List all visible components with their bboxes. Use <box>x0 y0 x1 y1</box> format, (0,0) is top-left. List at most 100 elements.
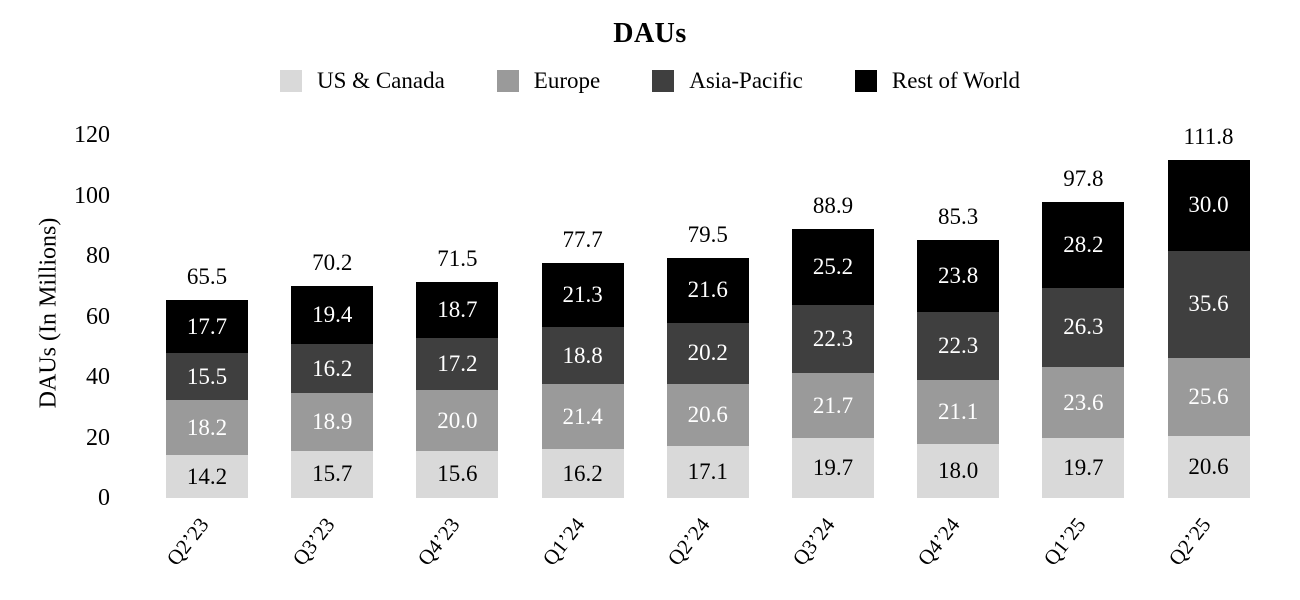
bar-segment-label: 19.7 <box>812 455 854 481</box>
bar-segment-label: 16.2 <box>562 460 603 486</box>
y-tick-label: 60 <box>86 303 110 330</box>
bar-total-label: 85.3 <box>938 203 979 229</box>
bar-segment-label: 19.7 <box>1063 455 1104 481</box>
bar-segment: 15.5 <box>166 353 248 401</box>
bar-segment: 16.2 <box>541 449 624 498</box>
bar-segment: 23.8 <box>917 240 1000 313</box>
bar-segment: 25.2 <box>791 229 874 306</box>
legend-swatch <box>280 70 303 92</box>
bar-stack: 15.6 20.0 17.2 18.7 <box>416 281 499 498</box>
bar-segment: 15.6 <box>416 450 499 498</box>
x-tick-label: Q2’23 <box>161 513 214 571</box>
bar-segment-label: 21.7 <box>812 392 854 418</box>
bar-segment-label: 15.7 <box>312 461 353 487</box>
y-tick-label: 20 <box>86 424 110 451</box>
bar-segment: 15.7 <box>291 450 374 498</box>
legend: US & Canada Europe Asia-Pacific Rest of Wor… <box>0 68 1300 94</box>
bar-total-label: 111.8 <box>1183 123 1234 149</box>
bar-segment-label: 15.5 <box>186 363 228 389</box>
bar-segment: 20.6 <box>666 383 749 447</box>
bar-segment: 21.4 <box>541 384 624 449</box>
bar-segment: 17.2 <box>416 338 499 391</box>
legend-swatch <box>496 70 519 92</box>
bar-segment-label: 17.1 <box>687 459 728 485</box>
bar-segment: 18.0 <box>917 443 1000 498</box>
bar-total-label: 97.8 <box>1063 166 1104 192</box>
bar-segment-label: 18.8 <box>562 342 603 368</box>
x-tick-label: Q1’25 <box>1038 513 1091 571</box>
bar-stack: 17.1 20.6 20.2 21.6 <box>666 257 749 498</box>
bar-segment: 20.0 <box>416 390 499 451</box>
legend-item: Europe <box>496 68 601 94</box>
bar-segment: 21.1 <box>917 379 1000 444</box>
bar-segment-label: 18.0 <box>938 457 979 483</box>
bar-stack: 18.0 21.1 22.3 23.8 <box>917 240 1000 498</box>
bar-segment: 28.2 <box>1042 202 1125 288</box>
bar-segment: 22.3 <box>917 312 1000 380</box>
bar-segment: 21.3 <box>541 262 624 328</box>
legend-item: US & Canada <box>280 68 445 94</box>
bar-stack: 16.2 21.4 18.8 21.3 <box>541 262 624 498</box>
bar-segment-label: 14.2 <box>186 463 228 489</box>
bar-segment-label: 18.2 <box>186 414 228 440</box>
bar-stack: 19.7 21.7 22.3 25.2 <box>791 229 874 498</box>
bar-segment: 19.7 <box>791 438 874 498</box>
y-tick-label: 40 <box>86 364 110 390</box>
bar-segment: 26.3 <box>1042 287 1125 368</box>
legend-label: Asia-Pacific <box>689 68 803 93</box>
x-tick-label: Q4’24 <box>913 513 966 571</box>
bar-segment: 20.6 <box>1167 435 1250 498</box>
bar-segment: 21.6 <box>666 257 749 323</box>
bar-segment: 14.2 <box>166 455 248 498</box>
legend-label: Europe <box>533 68 601 93</box>
bar-segment-label: 18.7 <box>437 297 478 323</box>
bar-stack: 15.7 18.9 16.2 19.4 <box>291 285 374 498</box>
bar-segment-label: 20.2 <box>687 340 728 366</box>
x-tick-label: Q3’24 <box>787 513 840 571</box>
bar-total-label: 71.5 <box>437 245 478 271</box>
chart-title: DAUs <box>613 18 687 49</box>
bar-segment-label: 25.2 <box>812 254 854 280</box>
bar-segment-label: 23.8 <box>938 263 979 289</box>
bar-segment-label: 19.4 <box>312 302 353 327</box>
x-tick-label: Q2’25 <box>1163 513 1216 571</box>
bar-segment-label: 17.7 <box>186 313 228 339</box>
bar-segment: 18.2 <box>166 400 248 456</box>
y-tick-label: 120 <box>74 122 110 148</box>
bar-segment: 35.6 <box>1167 250 1250 359</box>
bar-segment-label: 18.9 <box>312 408 353 434</box>
bar-segment-label: 21.4 <box>562 403 603 429</box>
bar-stack: 14.2 18.2 15.5 17.7 <box>166 299 248 498</box>
bar-segment-label: 15.6 <box>437 461 478 487</box>
x-tick-label: Q1’24 <box>537 513 590 571</box>
bar-segment-label: 21.1 <box>938 398 979 424</box>
bar-segment-label: 20.0 <box>437 407 478 433</box>
bar-segment-label: 23.6 <box>1063 389 1104 415</box>
bar-stack: 20.6 25.6 35.6 30.0 <box>1167 159 1250 498</box>
bar-segment: 20.2 <box>666 322 749 384</box>
bar-segment-label: 21.3 <box>562 282 603 308</box>
bar-segment-label: 26.3 <box>1063 314 1104 340</box>
bar-segment: 23.6 <box>1042 367 1125 439</box>
bar-segment: 18.9 <box>291 393 374 451</box>
bar-segment-label: 16.2 <box>312 355 353 381</box>
legend-label: Rest of World <box>891 68 1020 93</box>
bar-segment: 18.8 <box>541 327 624 385</box>
bar-segment: 18.7 <box>416 281 499 339</box>
bar-segment: 17.7 <box>166 299 248 354</box>
bar-segment-label: 35.6 <box>1188 291 1229 317</box>
bar-stack: 19.7 23.6 26.3 28.2 <box>1042 202 1125 498</box>
bar-segment-label: 20.6 <box>687 402 728 428</box>
legend-swatch <box>652 70 675 92</box>
bar-segment-label: 30.0 <box>1188 192 1229 218</box>
bar-segment-label: 17.2 <box>437 351 478 377</box>
bar-segment-label: 20.6 <box>1188 453 1229 479</box>
bar-segment: 19.4 <box>291 285 374 345</box>
legend-item: Asia-Pacific <box>652 68 803 94</box>
y-tick-label: 0 <box>98 485 110 511</box>
bar-segment-label: 21.6 <box>687 277 728 303</box>
bar-segment: 21.7 <box>791 372 874 439</box>
bar-segment: 17.1 <box>666 446 749 498</box>
bar-segment-label: 22.3 <box>812 326 854 352</box>
legend-swatch <box>854 70 877 92</box>
